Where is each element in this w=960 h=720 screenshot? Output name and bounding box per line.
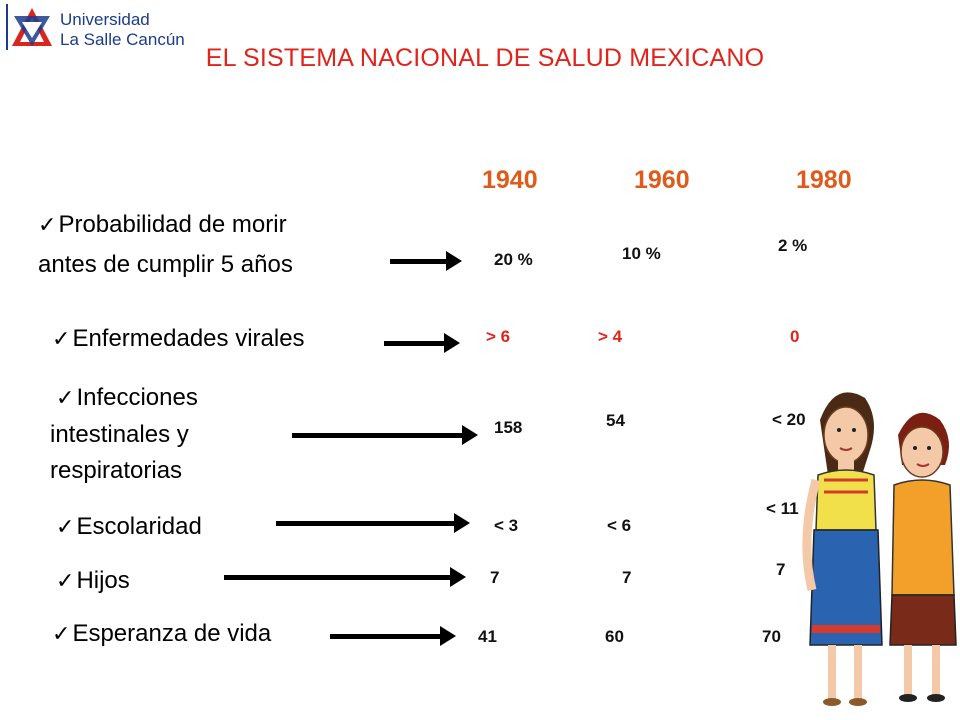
logo-text: Universidad La Salle Cancún [60, 10, 185, 50]
university-logo: Universidad La Salle Cancún [6, 4, 185, 50]
row-label-text: Escolaridad [76, 513, 202, 540]
value-cell: > 6 [486, 327, 511, 346]
value-cell: 54 [606, 411, 625, 430]
row-label-infections-line2: intestinales y [50, 421, 189, 448]
row-label-life-expectancy: ✓Esperanza de vida [52, 617, 271, 651]
woman-right-figure [889, 412, 957, 702]
row-label-mortality: ✓Probabilidad de morir [38, 208, 287, 242]
value-cell: 0 [790, 327, 800, 346]
row-label-mortality-line2: antes de cumplir 5 años [38, 251, 293, 278]
row-label-text: Esperanza de vida [72, 620, 272, 647]
value-cell: 2 % [778, 236, 808, 255]
logo-line-2: La Salle Cancún [60, 30, 185, 49]
two-women-illustration [802, 392, 957, 706]
right-arrow-icon [292, 425, 478, 445]
row-label-infections: ✓Infecciones [56, 381, 198, 415]
value-cell: 158 [494, 418, 523, 437]
value-cell: 41 [478, 627, 497, 646]
value-cell: 60 [605, 627, 624, 646]
right-arrow-icon [390, 251, 462, 271]
value-cell: 7 [490, 568, 500, 587]
value-cell: 10 % [622, 244, 661, 263]
woman-left-figure [802, 392, 883, 706]
page-title: EL SISTEMA NACIONAL DE SALUD MEXICANO [205, 44, 765, 72]
row-label-infections-line3: respiratorias [50, 457, 183, 484]
year-header-3: 1980 [796, 166, 852, 194]
checkmark-icon: ✓ [56, 514, 75, 539]
checkmark-icon: ✓ [52, 326, 71, 351]
right-arrow-icon [276, 513, 470, 533]
value-cell: < 3 [494, 516, 519, 535]
right-arrow-icon [384, 333, 460, 353]
value-cell: < 11 [766, 499, 799, 518]
row-label-text: Hijos [76, 567, 130, 594]
right-arrow-icon [224, 567, 466, 587]
row-label-text: Enfermedades virales [72, 325, 305, 352]
row-label-text: Infecciones [76, 384, 198, 411]
value-cell: 70 [762, 627, 781, 646]
row-label-text: Probabilidad de morir [58, 211, 287, 238]
checkmark-icon: ✓ [38, 212, 57, 237]
value-cell: < 6 [607, 516, 632, 535]
checkmark-icon: ✓ [52, 621, 71, 646]
checkmark-icon: ✓ [56, 385, 75, 410]
value-cell: < 20 [772, 410, 806, 429]
value-cell: 7 [622, 568, 632, 587]
value-cell: 20 % [494, 250, 533, 269]
logo-divider [6, 4, 8, 50]
value-cell: 7 [776, 560, 786, 579]
year-header-2: 1960 [634, 166, 690, 194]
right-arrow-icon [330, 626, 456, 646]
row-label-schooling: ✓Escolaridad [56, 510, 202, 544]
row-label-viral: ✓Enfermedades virales [52, 322, 305, 356]
year-header-1: 1940 [482, 166, 538, 194]
value-cell: > 4 [598, 327, 623, 346]
logo-line-1: Universidad [60, 10, 150, 29]
lasalle-star-icon [12, 8, 52, 46]
row-label-children: ✓Hijos [56, 564, 130, 598]
checkmark-icon: ✓ [56, 568, 75, 593]
